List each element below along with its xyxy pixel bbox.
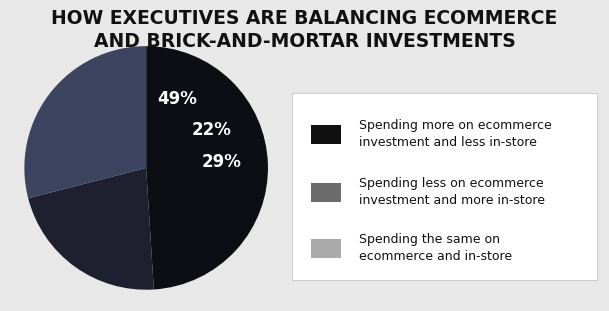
- Wedge shape: [146, 46, 268, 290]
- Text: 29%: 29%: [202, 153, 241, 171]
- Wedge shape: [24, 46, 146, 198]
- Text: Spending less on ecommerce
investment and more in-store: Spending less on ecommerce investment an…: [359, 177, 545, 207]
- Wedge shape: [28, 168, 154, 290]
- Bar: [311, 183, 341, 202]
- Text: 22%: 22%: [192, 121, 231, 139]
- Text: Spending more on ecommerce
investment and less in-store: Spending more on ecommerce investment an…: [359, 119, 552, 149]
- Text: 49%: 49%: [158, 90, 197, 108]
- Bar: [311, 125, 341, 144]
- Bar: [311, 239, 341, 258]
- Text: Spending the same on
ecommerce and in-store: Spending the same on ecommerce and in-st…: [359, 233, 512, 263]
- Text: HOW EXECUTIVES ARE BALANCING ECOMMERCE
AND BRICK-AND-MORTAR INVESTMENTS: HOW EXECUTIVES ARE BALANCING ECOMMERCE A…: [51, 9, 558, 51]
